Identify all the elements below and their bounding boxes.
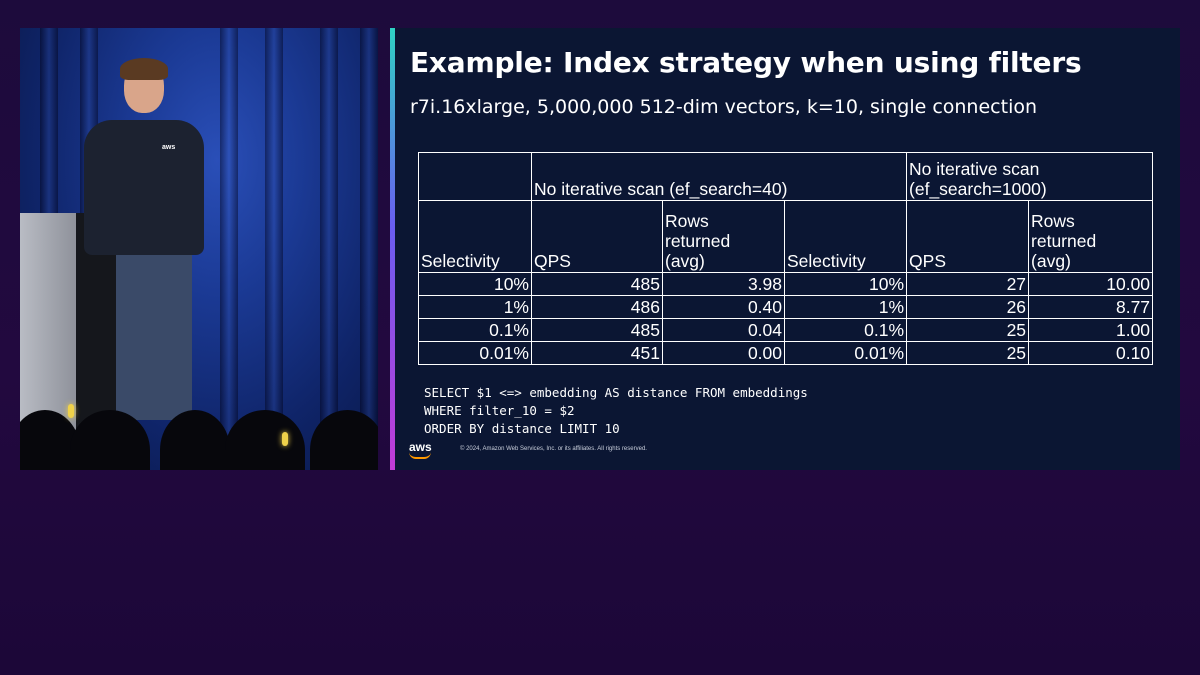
column-header: Rows returned (avg) <box>1028 200 1154 273</box>
results-table: No iterative scan (ef_search=40) No iter… <box>418 152 1154 365</box>
table-cell: 8.77 <box>1028 295 1154 319</box>
speaker-body: aws <box>84 120 204 255</box>
table-cell: 0.00 <box>662 341 785 365</box>
table-cell: 0.01% <box>783 341 908 365</box>
table-cell: 27 <box>906 272 1030 296</box>
slide-title: Example: Index strategy when using filte… <box>410 46 1082 79</box>
table-cell: 10.00 <box>1028 272 1154 296</box>
table-cell: 10% <box>418 272 532 296</box>
speaker-video: aws <box>20 28 378 470</box>
group-header-ef1000: No iterative scan (ef_search=1000) <box>906 152 1154 201</box>
table-cell: 26 <box>906 295 1030 319</box>
table-cell: 0.1% <box>783 318 908 342</box>
table-row: 10% 485 3.98 10% 27 10.00 <box>418 272 1154 296</box>
curtain-fold <box>220 28 238 470</box>
table-cell: 485 <box>531 318 663 342</box>
audience-light <box>68 404 74 418</box>
shirt-logo: aws <box>162 144 176 151</box>
slide-accent-bar <box>390 28 395 470</box>
aws-smile-icon <box>409 452 431 459</box>
presentation-slide: Example: Index strategy when using filte… <box>390 28 1180 470</box>
table-row: 0.01% 451 0.00 0.01% 25 0.10 <box>418 341 1154 365</box>
group-header-ef40: No iterative scan (ef_search=40) <box>530 152 908 201</box>
table-cell: 25 <box>906 318 1030 342</box>
aws-logo: aws <box>409 441 432 459</box>
table-cell: 0.10 <box>1028 341 1154 365</box>
slide-subtitle: r7i.16xlarge, 5,000,000 512-dim vectors,… <box>410 96 1038 118</box>
sql-code-block: SELECT $1 <=> embedding AS distance FROM… <box>424 385 808 436</box>
speaker-legs <box>116 250 192 420</box>
column-header: Rows returned (avg) <box>662 200 785 273</box>
column-header: Selectivity <box>783 200 908 273</box>
column-header: Selectivity <box>418 200 532 273</box>
table-row: 0.1% 485 0.04 0.1% 25 1.00 <box>418 318 1154 342</box>
column-header-row: Selectivity QPS Rows returned (avg) Sele… <box>418 200 1154 273</box>
table-cell: 1.00 <box>1028 318 1154 342</box>
audience-head <box>160 410 230 470</box>
curtain-fold <box>320 28 338 470</box>
table-cell: 3.98 <box>662 272 785 296</box>
table-cell: 0.04 <box>662 318 785 342</box>
table-cell: 0.40 <box>662 295 785 319</box>
table-cell: 486 <box>531 295 663 319</box>
speaker-hair <box>120 58 168 80</box>
table-row: 1% 486 0.40 1% 26 8.77 <box>418 295 1154 319</box>
audience-head <box>310 410 378 470</box>
group-header-row: No iterative scan (ef_search=40) No iter… <box>418 152 1154 201</box>
copyright-notice: © 2024, Amazon Web Services, Inc. or its… <box>460 446 647 452</box>
table-cell: 1% <box>783 295 908 319</box>
column-header: QPS <box>531 200 663 273</box>
table-cell: 0.1% <box>418 318 532 342</box>
audience-head <box>70 410 150 470</box>
table-corner-cell <box>418 152 532 201</box>
table-cell: 0.01% <box>418 341 532 365</box>
aws-logo-text: aws <box>409 440 432 454</box>
curtain-fold <box>360 28 378 470</box>
audience-head <box>225 410 305 470</box>
table-cell: 1% <box>418 295 532 319</box>
table-cell: 451 <box>531 341 663 365</box>
table-cell: 485 <box>531 272 663 296</box>
table-cell: 25 <box>906 341 1030 365</box>
curtain-fold <box>265 28 283 470</box>
table-cell: 10% <box>783 272 908 296</box>
column-header: QPS <box>906 200 1030 273</box>
audience-light <box>282 432 288 446</box>
